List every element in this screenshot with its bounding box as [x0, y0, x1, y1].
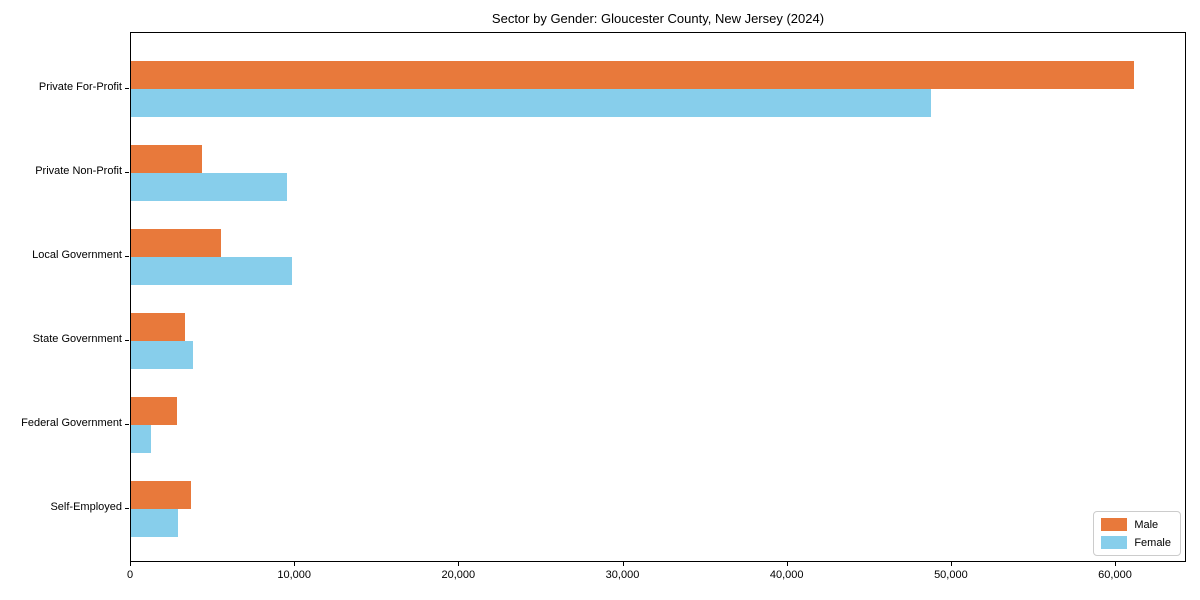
y-axis-label: State Government	[32, 333, 122, 345]
y-tick-mark	[125, 424, 129, 425]
x-tick-label: 40,000	[769, 569, 804, 581]
y-axis-label: Federal Government	[21, 417, 122, 429]
bar-male-3	[131, 229, 222, 257]
bar-female-4	[131, 341, 194, 369]
x-tick-mark	[1115, 562, 1116, 566]
y-tick-mark	[125, 172, 129, 173]
x-tick-mark	[950, 562, 952, 566]
x-tick-label: 30,000	[605, 569, 640, 581]
y-tick-mark	[125, 508, 129, 509]
legend-label-male: Male	[1134, 518, 1159, 531]
bar-male-4	[131, 313, 186, 341]
bar-male-1	[131, 61, 1135, 89]
female-legend-swatch	[1101, 536, 1128, 549]
y-axis-label: Private For-Profit	[38, 81, 122, 93]
x-tick-label: 20,000	[441, 569, 476, 581]
x-tick-label: 10,000	[277, 569, 312, 581]
x-tick-label: 60,000	[1098, 569, 1132, 581]
chart-title: Sector by Gender: Gloucester County, New…	[491, 11, 825, 26]
y-tick-mark	[125, 88, 129, 89]
x-tick-label: 50,000	[934, 569, 968, 581]
x-tick-mark	[294, 562, 296, 566]
bar-male-5	[131, 397, 177, 425]
legend-item-male: Male	[1101, 518, 1171, 531]
plot-area: Male Female	[130, 32, 1186, 562]
x-tick-mark	[458, 562, 460, 566]
y-tick-mark	[125, 256, 129, 257]
x-tick-mark	[622, 562, 624, 566]
bar-female-5	[131, 425, 151, 453]
male-legend-swatch	[1101, 518, 1128, 531]
x-tick-label: 0	[126, 569, 134, 581]
legend-item-female: Female	[1101, 536, 1171, 549]
x-tick-mark	[786, 562, 788, 566]
bar-female-2	[131, 173, 287, 201]
y-axis-label: Private Non-Profit	[35, 165, 122, 177]
x-tick-mark	[130, 562, 131, 566]
y-axis-label: Self-Employed	[50, 501, 122, 513]
bar-male-2	[131, 145, 202, 173]
bar-female-3	[131, 257, 292, 285]
bar-female-1	[131, 89, 931, 117]
legend-label-female: Female	[1134, 536, 1171, 549]
legend: Male Female	[1093, 511, 1181, 556]
bar-male-6	[131, 481, 191, 509]
y-axis-label: Local Government	[32, 249, 122, 261]
bar-female-6	[131, 509, 178, 537]
y-tick-mark	[125, 340, 129, 341]
